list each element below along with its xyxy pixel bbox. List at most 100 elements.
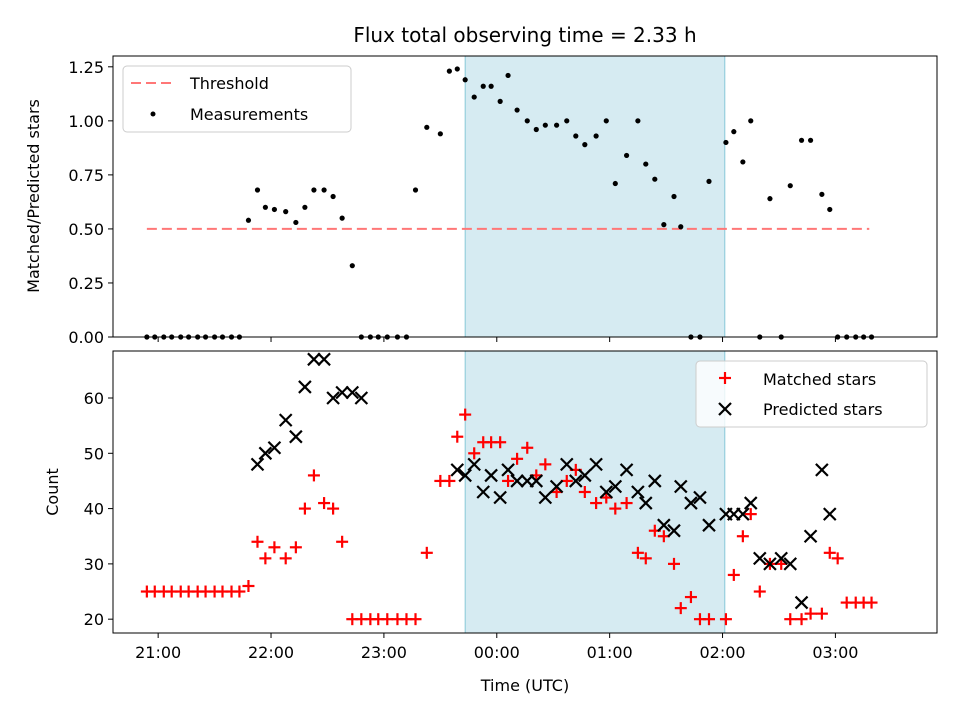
measurement-point	[471, 94, 477, 100]
measurement-point	[245, 217, 252, 223]
x-tick-label: 03:00	[812, 643, 858, 662]
predicted-star-point	[599, 485, 614, 499]
measurement-point	[661, 222, 667, 228]
y-tick-label: 0.50	[68, 220, 104, 239]
x-tick-label: 00:00	[474, 643, 520, 662]
top-axes-frame	[112, 55, 938, 338]
legend-predicted-swatch	[718, 402, 732, 416]
predicted-star-point	[743, 496, 758, 510]
legend-predicted-label: Predicted stars	[763, 400, 883, 419]
measurement-point	[807, 137, 814, 143]
predicted-star-point	[493, 490, 507, 505]
measurement-point	[454, 66, 460, 72]
measurement-point	[748, 118, 754, 124]
matched-star-point	[831, 552, 844, 565]
measurement-point	[731, 129, 737, 135]
predicted-star-point	[345, 385, 360, 400]
top-panel: 0.00 0.25 0.50 0.75 1.00 1.25 Matched/Predict…	[24, 55, 938, 347]
matched-star-point	[502, 474, 515, 487]
measurement-point	[827, 206, 833, 213]
chart-title: Flux total observing time = 2.33 h	[353, 23, 696, 47]
matched-star-point	[667, 557, 680, 570]
top-legend-frame	[122, 65, 352, 133]
x-tick-label: 22:00	[248, 643, 294, 662]
measurement-point	[671, 193, 677, 200]
measurement-point	[652, 176, 658, 182]
measurement-point	[293, 219, 299, 226]
matched-star-point	[702, 613, 715, 626]
predicted-star-point	[484, 468, 498, 483]
measurement-point	[311, 187, 317, 193]
matched-star-point	[279, 552, 292, 565]
y-tick-label: 40	[84, 500, 104, 519]
matched-star-point	[409, 613, 422, 626]
measurement-point	[271, 206, 278, 213]
predicted-star-point	[529, 474, 544, 488]
measurement-point	[262, 204, 268, 210]
y-tick-label: 1.25	[68, 58, 104, 77]
bottom-axes-frame	[112, 350, 938, 634]
legend-measurements-label: Measurements	[190, 105, 308, 124]
measurement-point	[514, 107, 520, 113]
bottom-x-axis: 21:00 22:00 23:00 00:00 01:00 02:00 03:00	[135, 633, 858, 662]
matched-star-point	[784, 613, 797, 626]
predicted-star-point	[450, 463, 465, 477]
matched-star-point	[539, 458, 552, 471]
matched-star-point	[795, 613, 808, 626]
y-tick-label: 0.75	[68, 166, 104, 185]
measurement-point	[706, 178, 712, 184]
measurement-point	[582, 142, 588, 148]
measurements-series	[144, 66, 875, 340]
measurement-point	[542, 122, 548, 128]
matched-star-point	[521, 441, 534, 454]
measurement-point	[446, 68, 452, 74]
measurement-point	[533, 126, 539, 133]
measurement-point	[330, 193, 336, 200]
bottom-y-axis-label: Count	[43, 468, 62, 516]
legend-matched-swatch	[719, 372, 731, 384]
predicted-star-point	[458, 468, 472, 483]
top-legend: Threshold Measurements	[122, 65, 352, 133]
x-tick-label: 02:00	[699, 643, 745, 662]
predicted-star-point	[467, 457, 481, 472]
matched-star-point	[242, 580, 255, 592]
bottom-shaded-span	[464, 350, 726, 634]
predicted-star-point	[569, 474, 583, 488]
predicted-star-point	[763, 557, 777, 571]
predicted-star-point	[803, 529, 818, 544]
matched-star-point	[815, 607, 828, 620]
measurement-point	[254, 187, 261, 193]
predicted-star-point	[278, 413, 293, 427]
predicted-star-point	[335, 385, 349, 400]
y-tick-label: 0.00	[68, 328, 104, 347]
measurement-point	[740, 159, 746, 165]
matched-star-point	[727, 568, 740, 581]
measurement-point	[462, 77, 468, 83]
matched-star-point	[307, 469, 320, 482]
measurement-point	[603, 118, 609, 124]
matched-star-point	[639, 552, 652, 565]
measurement-point	[349, 263, 355, 269]
matched-star-point	[753, 585, 766, 598]
measurement-point	[488, 83, 494, 89]
matched-star-point	[578, 486, 591, 498]
matched-star-point	[865, 596, 878, 609]
predicted-star-point	[289, 429, 303, 444]
predicted-star-point	[354, 391, 369, 405]
matched-star-point	[511, 452, 524, 465]
matched-star-point	[336, 535, 349, 548]
measurement-point	[505, 72, 511, 79]
top-x-ticks	[157, 337, 836, 342]
matched-star-point	[259, 552, 272, 565]
bottom-y-axis: 20 30 40 50 60	[84, 389, 113, 629]
matched-star-point	[804, 607, 817, 620]
matched-star-point	[494, 436, 507, 449]
predicted-star-point	[648, 474, 662, 488]
measurement-point	[524, 118, 530, 124]
bottom-panel: 20 30 40 50 60 21:00 22:00 23:00 00:00 01:00 02:0…	[43, 350, 938, 695]
predicted-star-point	[619, 463, 634, 477]
predicted-star-point	[774, 551, 789, 566]
top-shaded-span	[464, 55, 726, 338]
measurement-point	[480, 83, 486, 89]
count-series	[140, 352, 878, 626]
